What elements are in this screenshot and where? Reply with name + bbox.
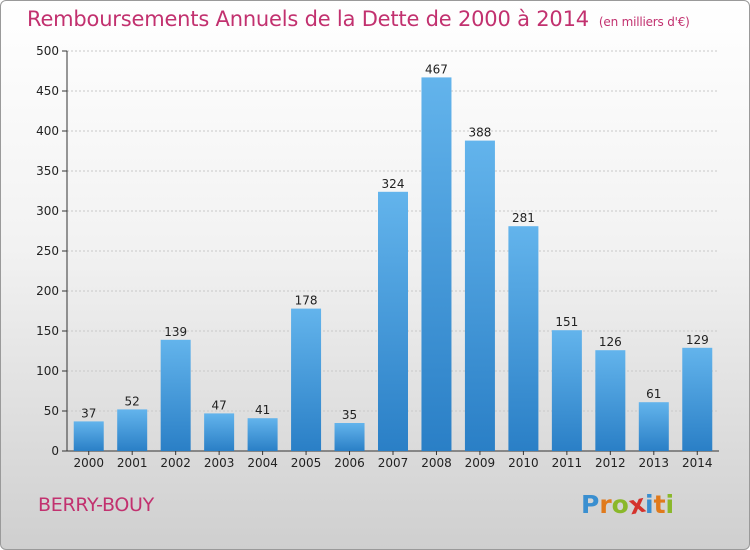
bar: [73, 421, 104, 451]
data-label: 126: [599, 335, 622, 349]
y-tick-label: 300: [36, 204, 59, 218]
proxiti-logo: Proxiti: [581, 489, 675, 521]
x-tick-label: 2011: [552, 456, 583, 470]
x-tick-label: 2012: [595, 456, 626, 470]
x-tick-label: 2003: [204, 456, 235, 470]
y-tick-label: 500: [36, 44, 59, 58]
y-tick-label: 250: [36, 244, 59, 258]
bar: [334, 423, 365, 451]
data-label: 151: [555, 315, 578, 329]
y-tick-label: 350: [36, 164, 59, 178]
bar: [508, 226, 539, 451]
x-tick-label: 2014: [682, 456, 713, 470]
logo-letter: P: [581, 490, 600, 519]
data-label: 129: [686, 333, 709, 347]
chart-title: Remboursements Annuels de la Dette de 20…: [27, 7, 690, 31]
commune-name: BERRY-BOUY: [38, 494, 154, 516]
x-tick-label: 2004: [247, 456, 278, 470]
bar: [464, 140, 495, 451]
x-tick-label: 2007: [378, 456, 409, 470]
bar: [638, 402, 669, 451]
bar: [160, 339, 191, 451]
x-tick-label: 2000: [73, 456, 104, 470]
bar: [421, 77, 452, 452]
bar: [378, 191, 408, 452]
x-tick-label: 2009: [465, 456, 496, 470]
x-tick-label: 2005: [291, 456, 322, 470]
logo-letter: i: [665, 490, 675, 519]
x-tick-label: 2002: [160, 456, 191, 470]
data-label: 388: [468, 126, 491, 140]
bar: [682, 347, 713, 451]
data-label: 139: [164, 325, 187, 339]
logo-letter: t: [653, 490, 666, 519]
logo-letter: r: [599, 490, 612, 519]
data-label: 41: [255, 403, 270, 417]
x-tick-label: 2001: [117, 456, 148, 470]
logo-letter: o: [611, 490, 629, 519]
data-label: 47: [211, 398, 226, 412]
logo-letter: i: [645, 490, 654, 519]
y-tick-label: 450: [36, 84, 59, 98]
y-tick-label: 150: [36, 324, 59, 338]
data-label: 178: [295, 294, 318, 308]
x-tick-label: 2013: [639, 456, 670, 470]
y-tick-label: 0: [51, 444, 59, 458]
y-tick-label: 400: [36, 124, 59, 138]
bar: [117, 409, 148, 451]
x-tick-label: 2008: [421, 456, 452, 470]
x-tick-label: 2010: [508, 456, 539, 470]
bar: [247, 418, 278, 451]
y-tick-label: 100: [36, 364, 59, 378]
y-tick-label: 50: [44, 404, 59, 418]
data-label: 37: [81, 406, 96, 420]
data-label: 61: [646, 387, 661, 401]
chart-title-text: Remboursements Annuels de la Dette de 20…: [27, 7, 589, 31]
data-label: 281: [512, 211, 535, 225]
bar: [551, 330, 582, 451]
bar: [595, 350, 626, 451]
bar: [291, 308, 322, 451]
bar: [204, 413, 235, 451]
y-tick-label: 200: [36, 284, 59, 298]
data-label: 324: [382, 177, 405, 191]
x-tick-label: 2006: [334, 456, 365, 470]
data-label: 467: [425, 62, 448, 76]
data-label: 35: [342, 408, 357, 422]
data-label: 52: [125, 394, 140, 408]
chart-unit: (en milliers d'€): [598, 15, 690, 29]
